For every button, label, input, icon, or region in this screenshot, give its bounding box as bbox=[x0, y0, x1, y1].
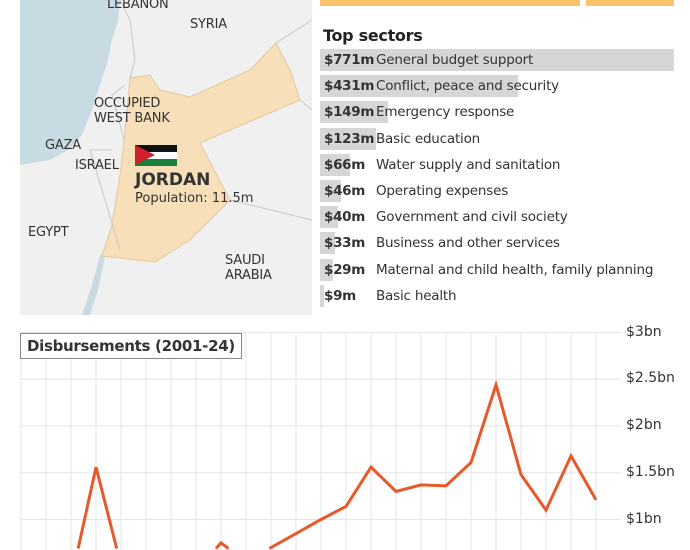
sector-name: Basic education bbox=[376, 130, 481, 147]
sector-row: $431m Conflict, peace and security bbox=[320, 75, 680, 98]
sector-bar bbox=[320, 180, 342, 202]
sector-name: Emergency response bbox=[376, 104, 515, 121]
sector-row: $29m Maternal and child health, family p… bbox=[320, 258, 680, 281]
sector-value: $123m bbox=[324, 130, 375, 147]
sector-row: $149m Emergency response bbox=[320, 101, 680, 124]
sector-row: $771m General budget support bbox=[320, 49, 680, 71]
sector-name: Basic health bbox=[376, 287, 457, 304]
sector-row: $33m Business and other services bbox=[320, 232, 680, 255]
sector-name: General budget support bbox=[376, 52, 534, 68]
sector-bar bbox=[320, 232, 336, 255]
map-graphic bbox=[20, 0, 312, 315]
chart-svg bbox=[20, 332, 621, 550]
sector-bar bbox=[320, 258, 334, 281]
sector-bar bbox=[320, 206, 339, 229]
y-tick-label: $1bn bbox=[626, 510, 662, 527]
sector-value: $9m bbox=[324, 287, 356, 304]
sector-value: $431m bbox=[324, 78, 375, 95]
sector-bar bbox=[320, 49, 674, 71]
label-west-bank: OCCUPIED WEST BANK bbox=[94, 96, 170, 126]
label-saudi-arabia: SAUDI ARABIA bbox=[225, 253, 272, 283]
sector-name: Business and other services bbox=[376, 235, 560, 252]
chart-title: Disbursements (2001-24) bbox=[20, 333, 242, 359]
sector-name: Government and civil society bbox=[376, 209, 568, 226]
sector-bar bbox=[320, 127, 377, 150]
population: Population: 11.5m bbox=[135, 191, 254, 206]
sector-value: $40m bbox=[324, 209, 366, 226]
sector-bar bbox=[320, 153, 351, 176]
sector-name: Operating expenses bbox=[376, 183, 509, 199]
sector-value: $771m bbox=[324, 52, 375, 68]
label-gaza: GAZA bbox=[45, 138, 81, 153]
label-egypt: EGYPT bbox=[28, 225, 69, 240]
sea bbox=[20, 0, 120, 165]
sector-value: $66m bbox=[324, 156, 366, 173]
y-tick-label: $2.5bn bbox=[626, 370, 675, 387]
sector-row: $9m Basic health bbox=[320, 284, 680, 307]
jordan-flag-icon bbox=[135, 145, 177, 166]
top-bar-2 bbox=[586, 0, 674, 6]
y-tick-label: $3bn bbox=[626, 323, 662, 340]
sector-row: $123m Basic education bbox=[320, 127, 680, 150]
sector-name: Conflict, peace and security bbox=[376, 78, 559, 95]
jordan-shape bbox=[101, 42, 301, 263]
label-israel: ISRAEL bbox=[75, 158, 119, 173]
label-syria: SYRIA bbox=[190, 17, 227, 32]
sector-name: Maternal and child health, family planni… bbox=[376, 261, 654, 278]
map: LEBANON SYRIA OCCUPIED WEST BANK GAZA IS… bbox=[20, 0, 312, 315]
sector-value: $46m bbox=[324, 183, 366, 199]
top-bar-1 bbox=[320, 0, 580, 6]
border-lines bbox=[89, 0, 312, 251]
country-name: JORDAN bbox=[135, 170, 211, 190]
sector-bar bbox=[320, 101, 389, 124]
sector-value: $33m bbox=[324, 235, 366, 252]
sector-value: $149m bbox=[324, 104, 375, 121]
y-tick-label: $1.5bn bbox=[626, 463, 675, 480]
sector-row: $40m Government and civil society bbox=[320, 206, 680, 229]
sector-bar bbox=[320, 284, 325, 307]
disbursement-line bbox=[76, 379, 598, 550]
sectors-title: Top sectors bbox=[323, 26, 423, 45]
y-tick-label: $2bn bbox=[626, 417, 662, 433]
sector-name: Water supply and sanitation bbox=[376, 156, 561, 173]
label-lebanon: LEBANON bbox=[107, 0, 169, 12]
sector-value: $29m bbox=[324, 261, 366, 278]
sector-row: $66m Water supply and sanitation bbox=[320, 153, 680, 176]
sector-row: $46m Operating expenses bbox=[320, 180, 680, 202]
gulf-of-aqaba bbox=[82, 252, 106, 315]
sector-bar bbox=[320, 75, 518, 98]
